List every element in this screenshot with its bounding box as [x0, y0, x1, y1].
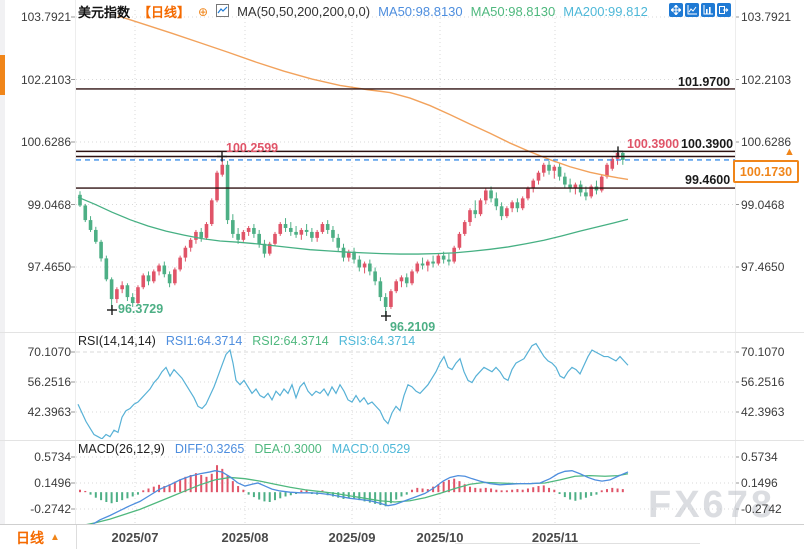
watermark: FX678 — [648, 484, 775, 526]
time-axis-label: 2025/11 — [531, 530, 579, 545]
ma50-value-2: MA50:98.8130 — [470, 4, 556, 19]
macd-value: MACD:0.0529 — [331, 442, 411, 456]
macd-header: MACD(26,12,9) DIFF:0.3265 DEA:0.3000 MAC… — [78, 442, 410, 456]
current-price-box: 100.1730 — [733, 160, 799, 183]
time-axis-bar: 日线 ▲ 2025/07 2025/08 2025/09 2025/10 2025/11 — [0, 524, 804, 549]
rsi3-value: RSI3:64.3714 — [338, 334, 416, 348]
ma50-value-1: MA50:98.8130 — [378, 4, 463, 19]
add-indicator-icon[interactable]: ⊕ — [198, 4, 209, 19]
period-selector[interactable]: 日线 ▲ — [0, 525, 77, 549]
pan-icon[interactable] — [669, 3, 683, 17]
period-dropdown-icon: ▲ — [50, 532, 60, 543]
time-axis-label: 2025/09 — [328, 530, 376, 545]
left-scrollbar-thumb[interactable] — [0, 55, 5, 95]
macd-name[interactable]: MACD(26,12,9) — [78, 442, 165, 456]
rsi2-value: RSI2:64.3714 — [252, 334, 329, 348]
ma200-value: MA200:99.812 — [563, 4, 648, 19]
time-axis-label: 2025/10 — [416, 530, 464, 545]
chart-type-icon — [216, 3, 230, 20]
left-scrollbar — [0, 0, 5, 524]
time-axis-label: 2025/08 — [221, 530, 269, 545]
left-axis-separator — [75, 0, 76, 524]
rsi1-value: RSI1:64.3714 — [165, 334, 243, 348]
bar-chart-icon[interactable] — [701, 3, 715, 17]
line-chart-icon[interactable] — [685, 3, 699, 17]
price-up-arrow-icon: ▲ — [784, 146, 795, 158]
time-axis-label: 2025/07 — [111, 530, 159, 545]
main-header: 美元指数 【日线】 ⊕ MA(50,50,200,200,0,0) MA50:9… — [78, 2, 648, 21]
scroll-track — [455, 543, 700, 544]
panel-divider-macd — [0, 440, 804, 441]
symbol-title: 美元指数 — [78, 5, 131, 20]
exit-icon[interactable] — [717, 3, 731, 17]
period-tag: 【日线】 — [138, 5, 191, 20]
chart-toolbar — [669, 3, 731, 17]
diff-value: DIFF:0.3265 — [174, 442, 245, 456]
period-label: 日线 — [16, 529, 45, 546]
dea-value: DEA:0.3000 — [254, 442, 322, 456]
rsi-name[interactable]: RSI(14,14,14) — [78, 334, 156, 348]
rsi-header: RSI(14,14,14) RSI1:64.3714 RSI2:64.3714 … — [78, 334, 415, 348]
ma-settings[interactable]: MA(50,50,200,200,0,0) — [237, 4, 371, 19]
panel-divider-rsi — [0, 332, 804, 333]
right-axis-separator — [735, 0, 736, 524]
